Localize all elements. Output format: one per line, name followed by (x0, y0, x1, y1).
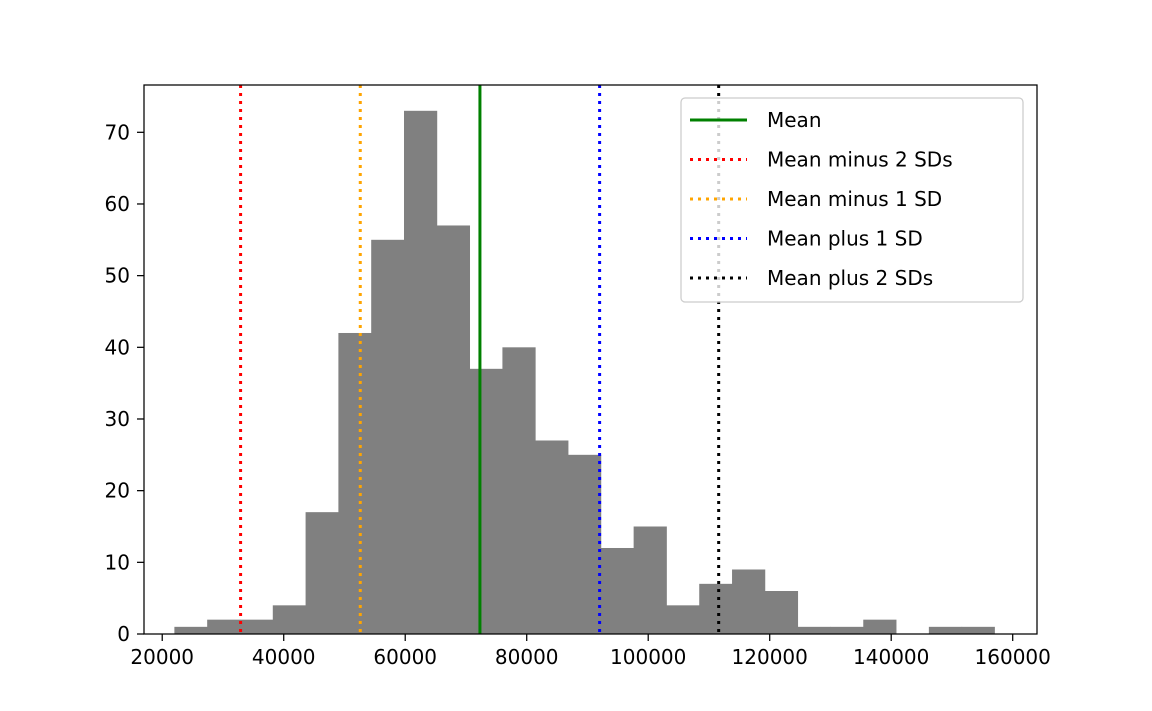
histogram-bar (568, 454, 602, 634)
histogram-bar (830, 626, 864, 634)
histogram-bar (961, 626, 995, 634)
histogram-bar (797, 626, 831, 634)
histogram-bar (404, 110, 438, 634)
histogram-bar (699, 583, 733, 634)
y-tick-label: 0 (117, 622, 130, 646)
x-tick-label: 80000 (495, 645, 559, 669)
x-tick-label: 40000 (252, 645, 316, 669)
legend-label: Mean plus 2 SDs (767, 266, 933, 290)
histogram-bar (207, 619, 241, 634)
histogram-bar (732, 569, 766, 634)
legend-label: Mean minus 1 SD (767, 187, 942, 211)
histogram-bar (371, 239, 405, 635)
plot-frame (143, 84, 1038, 635)
y-tick-label: 70 (105, 120, 130, 144)
legend-label: Mean minus 2 SDs (767, 148, 953, 172)
histogram-bar (305, 512, 339, 634)
legend-box (680, 97, 1024, 303)
x-tick-label: 140000 (853, 645, 929, 669)
histogram-bar (272, 605, 306, 634)
histogram-bar (633, 526, 667, 634)
histogram-bar (239, 619, 274, 634)
y-tick-label: 60 (105, 192, 130, 216)
histogram-bar (666, 605, 700, 634)
histogram-bar (436, 225, 471, 634)
y-tick-label: 20 (105, 479, 130, 503)
histogram-bar (863, 619, 897, 634)
histogram-bar (469, 368, 503, 634)
legend-label: Mean plus 1 SD (767, 227, 923, 251)
y-tick-label: 30 (105, 407, 130, 431)
histogram-bars (174, 110, 995, 635)
x-tick-label: 120000 (732, 645, 808, 669)
histogram-bar (928, 626, 963, 634)
x-tick-label: 20000 (130, 645, 194, 669)
y-tick-label: 50 (105, 264, 130, 288)
y-tick-label: 10 (105, 550, 130, 574)
legend-label: Mean (767, 108, 822, 132)
histogram-bar (535, 440, 569, 634)
histogram-bar (764, 590, 799, 634)
histogram-bar (600, 547, 635, 634)
reference-lines (239, 85, 721, 634)
x-tick-label: 160000 (975, 645, 1051, 669)
histogram-bar (174, 626, 208, 634)
y-tick-label: 40 (105, 335, 130, 359)
histogram-bar (502, 347, 536, 634)
legend: Mean Mean minus 2 SDs Mean minus 1 SD Mean … (680, 97, 1024, 303)
x-axis: 20000 40000 60000 80000 100000 120000 140000 16… (130, 634, 1051, 669)
x-tick-label: 60000 (373, 645, 437, 669)
histogram-bar (338, 332, 372, 634)
x-tick-label: 100000 (610, 645, 686, 669)
y-axis: 0 10 20 30 40 50 60 70 (105, 120, 144, 646)
